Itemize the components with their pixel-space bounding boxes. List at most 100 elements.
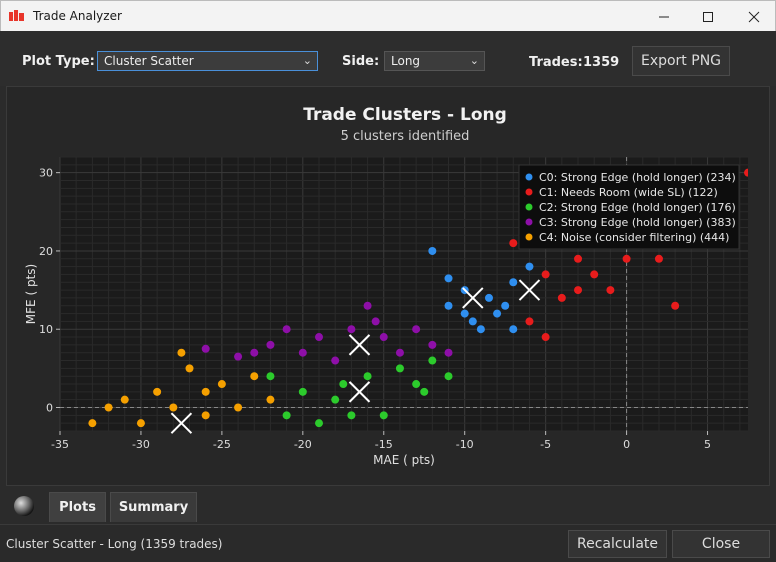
y-axis-label: MFE ( pts) (24, 264, 38, 324)
cluster-4-point (136, 419, 145, 428)
cluster-3-point (266, 340, 275, 349)
cluster-0-point (444, 301, 453, 310)
cluster-3-point (371, 317, 380, 326)
legend-entry: C2: Strong Edge (hold longer) (176) (539, 201, 736, 214)
cluster-3-point (234, 352, 243, 361)
y-tick-label: 0 (46, 402, 53, 415)
cluster-1-centroid (518, 279, 541, 301)
legend-marker (525, 173, 533, 181)
grid-lines (59, 156, 748, 432)
x-tick-label: -20 (294, 438, 312, 451)
title-bar: Trade Analyzer (0, 0, 776, 31)
cluster-2-point (282, 411, 291, 420)
cluster-2-point (315, 419, 324, 428)
cluster-4-point (88, 419, 97, 428)
cluster-3-point (444, 348, 453, 357)
cluster-1-point (541, 333, 550, 342)
cluster-0-centroid (462, 287, 484, 309)
chevron-down-icon: ⌄ (302, 54, 312, 67)
side-value: Long (391, 54, 421, 68)
cluster-0-point (476, 325, 485, 334)
trades-label: Trades: (529, 55, 583, 70)
legend: C0: Strong Edge (hold longer) (234) C1: N… (518, 164, 740, 250)
recalculate-button[interactable]: Recalculate (568, 530, 667, 558)
cluster-2-point (298, 387, 307, 396)
tab-plots[interactable]: Plots (49, 492, 106, 522)
cluster-3-point (298, 348, 307, 357)
cluster-3-point (428, 340, 437, 349)
cluster-4-point (234, 403, 243, 412)
legend-entry: C4: Noise (consider filtering) (444) (539, 231, 729, 244)
cluster-2-point (347, 411, 356, 420)
cluster-3-point (250, 348, 259, 357)
plot-type-dropdown[interactable]: Cluster Scatter ⌄ (97, 51, 318, 71)
legend-marker (525, 218, 533, 226)
cluster-3-point (347, 325, 356, 334)
plot-type-value: Cluster Scatter (104, 54, 194, 68)
x-axis-label: MAE ( pts) (373, 453, 435, 467)
tab-bar: Plots Summary (0, 486, 776, 524)
legend-entry: C0: Strong Edge (hold longer) (234) (539, 171, 736, 184)
cluster-3-point (395, 348, 404, 357)
cluster-3-point (331, 356, 340, 365)
cluster-1-point (654, 254, 663, 263)
side-dropdown[interactable]: Long ⌄ (384, 51, 485, 71)
x-tick-label: -5 (540, 438, 551, 451)
cluster-2-point (395, 364, 404, 373)
cluster-4-point (266, 395, 275, 404)
cluster-3-point (201, 344, 210, 353)
cluster-1-point (622, 254, 631, 263)
cluster-0-point (509, 325, 518, 334)
cluster-0-point (509, 278, 518, 287)
cluster-4-point (153, 387, 162, 396)
cluster-0-point (460, 309, 469, 318)
minimize-icon[interactable] (641, 1, 687, 32)
cluster-2-point (331, 395, 340, 404)
cluster-4-point (201, 387, 210, 396)
cluster-2-point (266, 372, 275, 381)
cluster-4-point (169, 403, 178, 412)
y-tick-label: 30 (39, 167, 53, 180)
status-bar: Cluster Scatter - Long (1359 trades) Rec… (0, 524, 776, 562)
tab-summary[interactable]: Summary (110, 492, 197, 522)
legend-marker (525, 233, 533, 241)
cluster-4-centroid (170, 412, 193, 434)
cluster-0-point (525, 262, 534, 271)
cluster-0-point (484, 293, 493, 302)
close-icon[interactable] (731, 1, 776, 32)
cluster-1-point (671, 301, 680, 310)
maximize-icon[interactable] (685, 1, 731, 32)
cluster-1-point (606, 286, 615, 295)
cluster-centroids (170, 279, 541, 434)
trades-count: 1359 (583, 55, 620, 70)
legend-marker (525, 188, 533, 196)
cluster-2-point (412, 380, 421, 389)
export-png-button[interactable]: Export PNG (632, 46, 730, 76)
app-logo-icon (9, 10, 24, 21)
cluster-2-centroid (348, 381, 371, 403)
cluster-2-point (428, 356, 437, 365)
cluster-3-centroid (348, 334, 371, 356)
legend-entry: C3: Strong Edge (hold longer) (383) (539, 216, 736, 229)
close-button[interactable]: Close (672, 530, 770, 558)
cluster-0-point (428, 246, 437, 255)
x-tick-label: -25 (213, 438, 231, 451)
chart-subtitle: 5 clusters identified (341, 129, 470, 144)
cluster-1-point (744, 168, 748, 177)
theme-orb-icon[interactable] (14, 496, 34, 516)
cluster-3-point (282, 325, 291, 334)
y-tick-label: 10 (39, 323, 53, 336)
x-tick-label: 0 (623, 438, 630, 451)
cluster-4-point (217, 380, 226, 389)
cluster-2-point (444, 372, 453, 381)
window-title: Trade Analyzer (33, 9, 122, 23)
cluster-1-point (574, 254, 583, 263)
cluster-1-point (509, 239, 518, 248)
chevron-down-icon: ⌄ (469, 54, 479, 67)
x-tick-label: -30 (132, 438, 150, 451)
legend-box (518, 164, 740, 250)
cluster-1-point (525, 317, 534, 326)
legend-entry: C1: Needs Room (wide SL) (122) (539, 186, 718, 199)
cluster-3-point (363, 301, 372, 310)
plot-type-label: Plot Type: (22, 54, 95, 69)
